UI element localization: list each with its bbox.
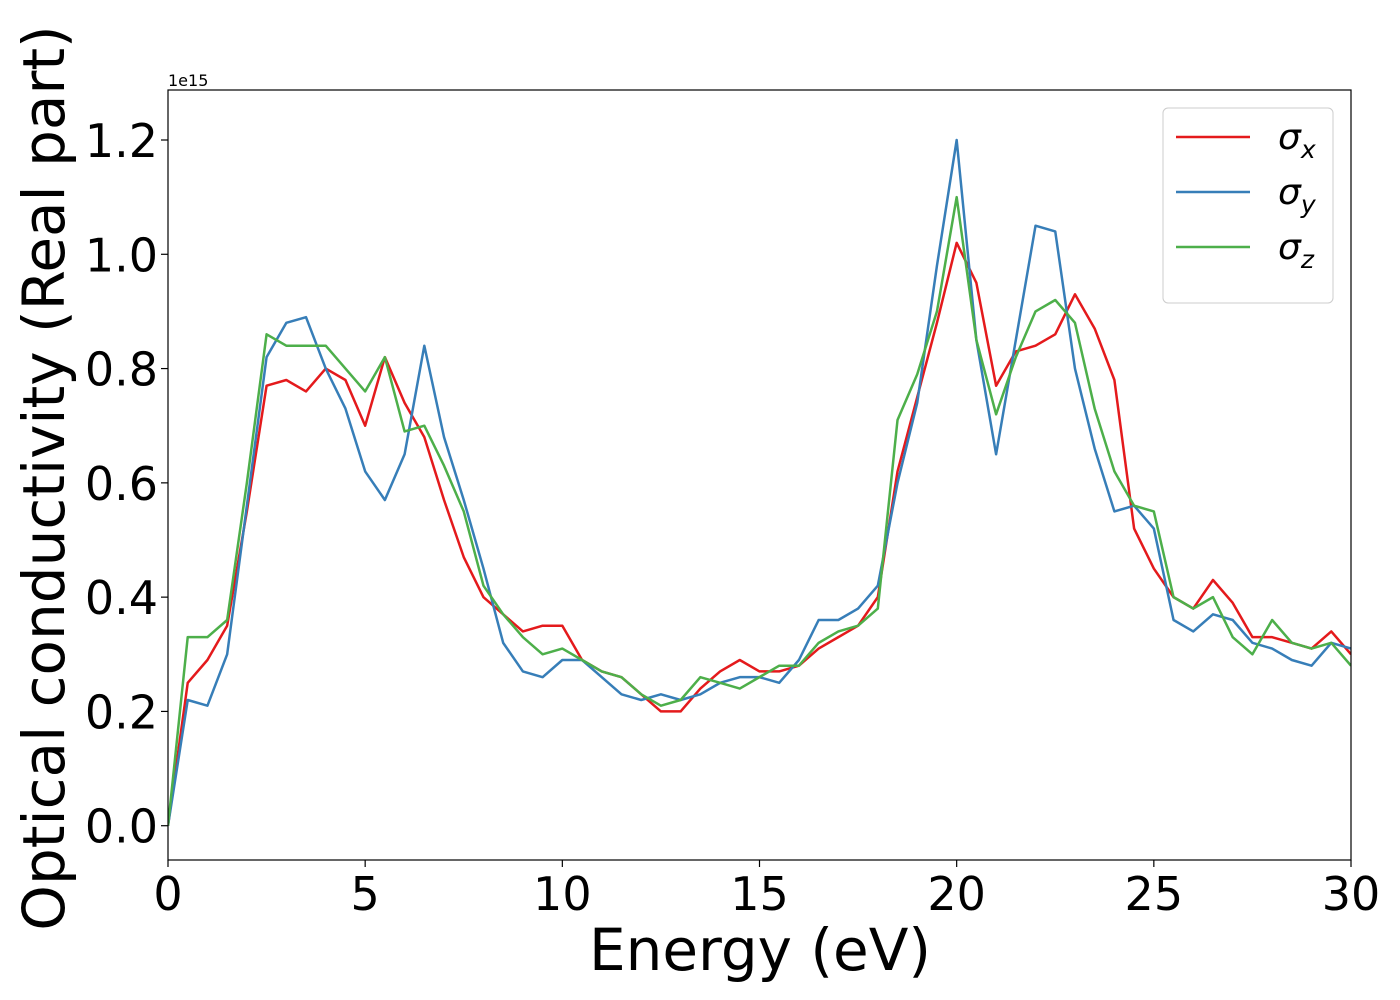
- x-tick-label: 10: [533, 867, 592, 921]
- y-axis-label: Optical conductivity (Real part): [10, 25, 78, 930]
- y-tick-label: 0.0: [85, 800, 158, 854]
- series-line: [168, 241, 1351, 826]
- x-tick-label: 30: [1322, 867, 1381, 921]
- series-line: [168, 195, 1351, 826]
- legend-label: σz: [1278, 227, 1315, 274]
- y-tick-label: 0.8: [85, 343, 158, 397]
- offset-label: 1e15: [168, 71, 208, 90]
- legend-label: σx: [1278, 117, 1316, 164]
- y-tick-label: 0.2: [85, 685, 158, 739]
- x-tick-label: 15: [730, 867, 789, 921]
- y-tick-label: 1.2: [85, 114, 158, 168]
- y-tick-label: 0.6: [85, 457, 158, 511]
- y-tick-label: 1.0: [85, 228, 158, 282]
- x-tick-label: 25: [1125, 867, 1184, 921]
- x-tick-label: 20: [927, 867, 986, 921]
- legend-label: σy: [1278, 172, 1317, 219]
- x-axis-label: Energy (eV): [589, 916, 931, 984]
- plot-frame: [167, 89, 1352, 861]
- x-tick-label: 0: [153, 867, 182, 921]
- x-tick-label: 5: [351, 867, 380, 921]
- legend-box: [1162, 107, 1334, 304]
- y-tick-label: 0.4: [85, 571, 158, 625]
